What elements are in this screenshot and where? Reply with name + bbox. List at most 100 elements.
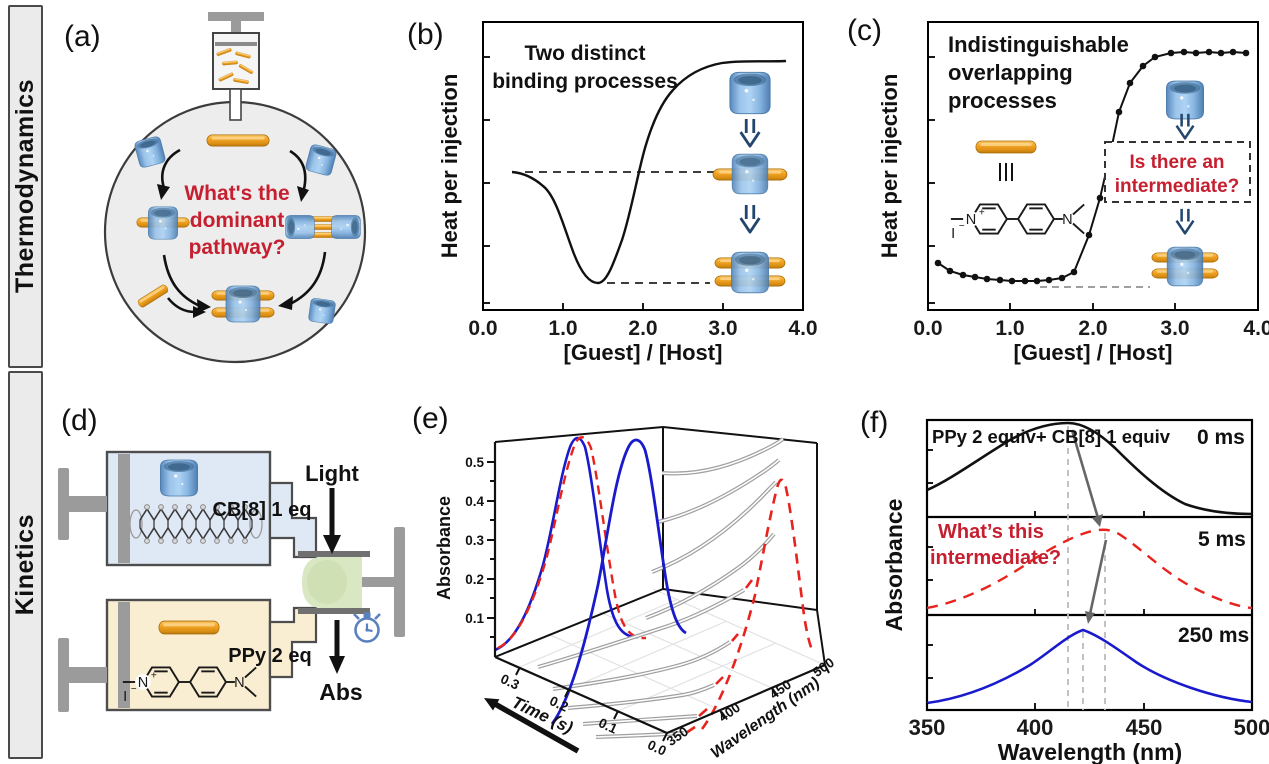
svg-text:intermediate?: intermediate? [930, 547, 1061, 569]
itc-data-points [934, 48, 1250, 285]
abs-label: Abs [319, 679, 362, 705]
front-axes [493, 442, 826, 735]
svg-text:processes: processes [948, 88, 1057, 113]
panel-c: (c) 0.0 1.0 2.0 3.0 4.0 [Guest] / [Host]… [847, 14, 1269, 365]
time-arrow [484, 698, 580, 754]
y-axis-label: Heat per injection [877, 74, 902, 259]
svg-text:3.0: 3.0 [1160, 317, 1189, 340]
svg-text:400: 400 [1017, 715, 1054, 740]
spectrum-250ms [926, 628, 1253, 705]
svg-text:intermediate?: intermediate? [1115, 176, 1240, 197]
box-back-edges [494, 426, 826, 666]
sidebar-kinetics: Kinetics [8, 371, 43, 759]
svg-text:What’s this: What’s this [938, 521, 1044, 543]
svg-text:0.1: 0.1 [465, 611, 484, 626]
light-label: Light [305, 461, 359, 486]
svg-text:Is there an: Is there an [1129, 152, 1224, 173]
panel-d: (d) [58, 404, 405, 712]
ppy-structure: N + I − N [950, 203, 1085, 242]
panel-b: (b) 0.0 1.0 2.0 3.0 4.0 [Guest] / [Host]… [407, 18, 818, 365]
svg-text:0.0: 0.0 [645, 737, 668, 759]
syringe-icon [208, 12, 264, 121]
svg-text:Indistinguishable: Indistinguishable [948, 32, 1129, 57]
svg-text:0.3: 0.3 [498, 671, 522, 693]
stopwatch-icon [353, 612, 381, 643]
x-axis-label: [Guest] / [Host] [564, 340, 723, 365]
panel-e: (e) [412, 402, 837, 762]
svg-text:dominant: dominant [190, 209, 285, 232]
intermediate-question-box [1104, 141, 1251, 203]
svg-text:3.0: 3.0 [708, 317, 737, 340]
stop-plunger [362, 527, 405, 637]
panel-a-tag: (a) [64, 20, 101, 53]
svg-text:2.0: 2.0 [628, 317, 657, 340]
svg-text:0.2: 0.2 [547, 693, 570, 715]
x-axis-label: [Guest] / [Host] [1014, 340, 1173, 365]
svg-text:400: 400 [716, 700, 743, 725]
axis-ticks [482, 56, 804, 310]
kinetics-label: Kinetics [11, 514, 39, 616]
svg-text:0.3: 0.3 [465, 533, 484, 548]
svg-text:4.0: 4.0 [788, 317, 817, 340]
guide-dashed-lines [525, 171, 718, 284]
abs-arrow [329, 620, 345, 674]
x-tick-labels: 350 400 450 500 [909, 715, 1269, 740]
minus-charge: − [959, 221, 965, 232]
time-label-5ms: 5 ms [1198, 528, 1246, 551]
dominant-pathway-question: What's the dominant pathway? [184, 182, 289, 259]
host-barrel-icon [729, 71, 771, 115]
cb8-structure [129, 504, 263, 544]
svg-text:500: 500 [1234, 715, 1269, 740]
final-spectrum-3d [550, 438, 687, 725]
time-tick-labels: 0.0 0.1 0.2 0.3 [498, 671, 668, 759]
guest-rod-icon [206, 134, 270, 147]
itc-curve [511, 59, 787, 285]
iodide-label: I [951, 226, 955, 242]
panel-f: (f) PPy 2 equ [860, 406, 1269, 764]
sidebar-thermodynamics: Thermodynamics [8, 5, 43, 368]
intermediate-envelope [685, 478, 814, 735]
svg-text:overlapping: overlapping [948, 60, 1073, 85]
svg-text:Two distinct: Two distinct [525, 42, 646, 65]
svg-text:0.0: 0.0 [913, 317, 942, 340]
time-label-250ms: 250 ms [1178, 624, 1249, 647]
svg-text:1.0: 1.0 [548, 317, 577, 340]
panel-e-tag: (e) [412, 402, 449, 435]
host-barrel-icon [307, 297, 337, 325]
cb8-label: CB[8] 1 eq [213, 499, 312, 521]
axis-ticks [927, 56, 1259, 310]
x-tick-labels: 0.0 1.0 2.0 3.0 4.0 [913, 317, 1269, 340]
cell-plate [298, 551, 370, 557]
svg-text:0.5: 0.5 [465, 455, 484, 470]
n-label: N [1062, 212, 1073, 228]
intermediate-spectrum-projection [497, 436, 647, 650]
panel-a: (a) [64, 12, 367, 364]
panel-f-tag: (f) [860, 406, 888, 439]
panel-c-tag: (c) [847, 14, 882, 47]
svg-text:4.0: 4.0 [1243, 317, 1269, 340]
inner-ticks [926, 449, 1253, 710]
ppy-label: PPy 2 eq [228, 645, 311, 667]
svg-text:450: 450 [1126, 715, 1163, 740]
svg-text:0.0: 0.0 [468, 317, 497, 340]
z-axis-label: Absorbance [434, 496, 454, 600]
n-plus-label: N [966, 212, 977, 228]
time-axis-ticks [515, 666, 668, 742]
plot-title: Indistinguishable overlapping processes [948, 32, 1129, 113]
cb8-barrel-icon [159, 459, 199, 497]
wavelength-axis-ticks [719, 664, 830, 719]
panel-d-tag: (d) [61, 404, 98, 437]
external-dimer-icon [285, 215, 361, 239]
z-axis-ticks [487, 461, 495, 638]
plot-title: Two distinct binding processes [492, 42, 678, 93]
final-spectrum-projection [494, 436, 639, 652]
intermediate-question: What’s this intermediate? [930, 521, 1061, 569]
cell-plate [298, 608, 370, 614]
mixing-cell-lens [307, 560, 347, 604]
spectrum-5ms [926, 528, 1253, 610]
host-barrel-icon [1165, 80, 1205, 120]
peak-shift-arrows [1070, 429, 1108, 624]
peak-guide-lines [1067, 426, 1106, 710]
y-axis-label: Absorbance [881, 499, 907, 632]
